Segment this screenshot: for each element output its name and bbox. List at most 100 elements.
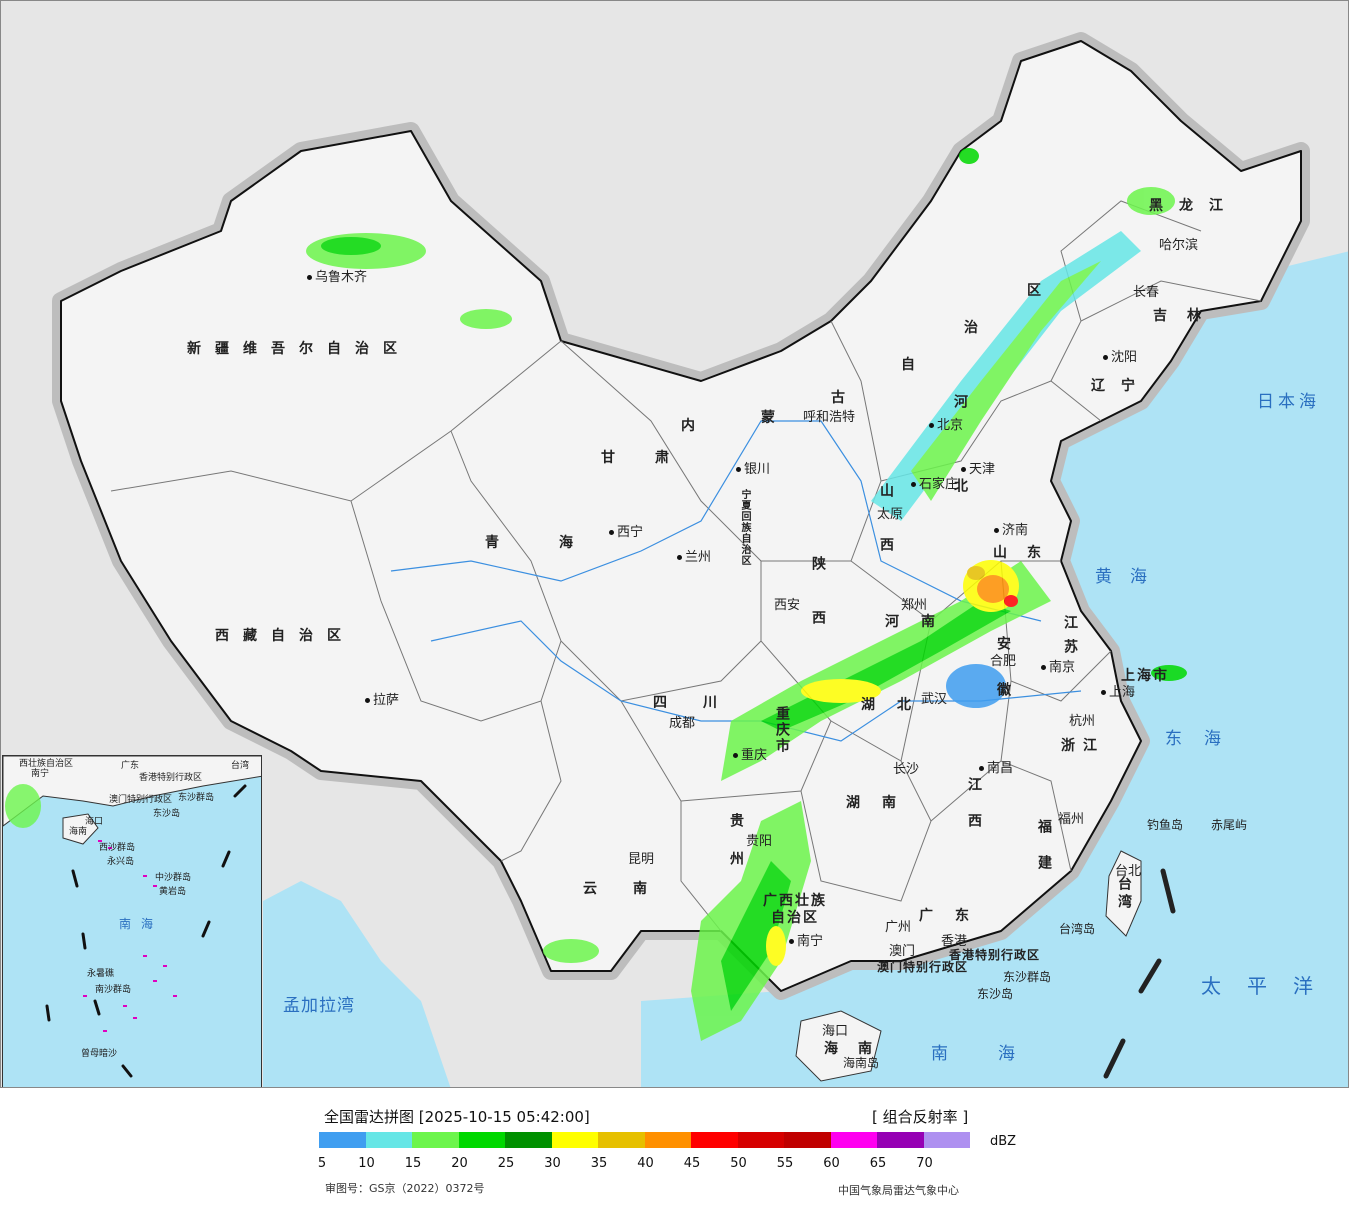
- city-wuhan: 武汉: [921, 692, 948, 707]
- city-harbin: 哈尔滨: [1159, 238, 1199, 253]
- inset-south-sea: 南海: [119, 917, 164, 931]
- province-ningxia: 宁夏回族自治区: [739, 489, 750, 566]
- province-sichuan: 四川: [653, 695, 753, 711]
- scale-swatch: [319, 1132, 366, 1148]
- province-zhejiang: 浙江: [1061, 738, 1105, 754]
- scale-tick-label: 45: [683, 1156, 701, 1171]
- scale-tick-label: 50: [730, 1156, 747, 1171]
- province-xinjiang: 新疆维吾尔自治区: [187, 341, 411, 357]
- inset-dongsha: 东沙群岛: [178, 793, 215, 803]
- inset-nanning: 南宁: [31, 769, 50, 779]
- province-hebei: 河北: [952, 394, 968, 562]
- inset-hainan: [62, 813, 99, 845]
- inset-zengmu: 曾母暗沙: [81, 1049, 118, 1059]
- scale-tick-label: 40: [637, 1156, 654, 1171]
- inset-haikou: 海口: [85, 817, 104, 827]
- province-neimenggu-2: 蒙: [761, 410, 789, 426]
- province-shanghai: 上海市: [1121, 668, 1169, 684]
- province-xizang: 西藏自治区: [215, 628, 355, 644]
- city-nanning: 南宁: [789, 935, 823, 948]
- scale-tick-label: 20: [451, 1156, 468, 1171]
- city-beijing: 北京: [929, 419, 963, 432]
- color-scale-bar: [319, 1132, 970, 1148]
- sea-bengal: 孟加拉湾: [283, 996, 355, 1016]
- radar-echoes: [306, 148, 1187, 1041]
- legend-title: 全国雷达拼图 [2025-10-15 05:42:00]: [324, 1108, 590, 1126]
- sea-yellow: 黄海: [1095, 567, 1165, 587]
- province-henan: 河南: [885, 614, 957, 630]
- inset-taiwan: 台湾: [231, 761, 250, 771]
- legend-panel: 全国雷达拼图 [2025-10-15 05:42:00] [ 组合反射率 ] d…: [0, 1088, 1349, 1208]
- province-guangxi-2: 自治区: [771, 910, 819, 926]
- province-shanxi: 山西: [878, 483, 894, 591]
- bay-of-bengal: [263, 881, 451, 1087]
- inset-zhongsha: 中沙群岛: [155, 873, 192, 883]
- inset-guangdong: 广东: [121, 761, 140, 771]
- city-shanghai: 上海: [1101, 686, 1135, 699]
- city-hefei: 合肥: [990, 654, 1017, 669]
- scale-tick-label: 15: [404, 1156, 422, 1171]
- inset-nansha: 南沙群岛: [95, 985, 132, 995]
- city-lanzhou: 兰州: [677, 551, 711, 564]
- map-review-number: 审图号：GS京（2022）0372号: [325, 1182, 485, 1195]
- city-chengdu: 成都: [669, 716, 696, 731]
- city-guangzhou: 广州: [885, 920, 912, 935]
- province-guangxi-1: 广西壮族: [763, 893, 827, 909]
- province-anhui: 安徽: [995, 636, 1011, 728]
- inset-dongsha-isl: 东沙岛: [153, 809, 181, 819]
- city-jinan: 济南: [994, 524, 1028, 537]
- province-neimenggu-1: 内: [681, 418, 709, 434]
- scale-tick-label: 10: [358, 1156, 375, 1171]
- city-tianjin: 天津: [961, 463, 995, 476]
- province-guangdong: 广东: [919, 908, 991, 924]
- sea-japan: 日本海: [1257, 392, 1320, 412]
- province-taiwan: 台湾: [1116, 876, 1132, 912]
- scale-swatch: [737, 1132, 784, 1148]
- city-guiyang: 贵阳: [746, 834, 773, 849]
- city-chongqing: 重庆: [733, 749, 767, 762]
- province-neimenggu-4: 自: [901, 357, 929, 373]
- island-taiwan: 台湾岛: [1059, 922, 1096, 936]
- inset-guangxi: 西壮族自治区: [19, 759, 74, 769]
- province-guizhou: 贵州: [728, 813, 744, 889]
- province-neimenggu-3: 古: [831, 390, 859, 406]
- scale-tick-label: 30: [544, 1156, 561, 1171]
- city-urumqi: 乌鲁木齐: [307, 271, 367, 284]
- sea-east: 东海: [1165, 729, 1243, 749]
- scale-swatch: [551, 1132, 598, 1148]
- province-chongqing: 重庆市: [774, 706, 790, 754]
- taiwan-island: [1105, 850, 1142, 937]
- city-kunming: 昆明: [628, 852, 655, 867]
- city-changchun: 长春: [1133, 285, 1160, 300]
- province-yunnan: 云南: [583, 881, 683, 897]
- province-jilin: 吉林: [1153, 308, 1221, 324]
- macau-sar-label: 澳门特别行政区: [877, 960, 969, 974]
- province-shaanxi: 陕西: [810, 556, 826, 664]
- city-xian: 西安: [774, 598, 801, 613]
- province-fujian: 福建: [1036, 819, 1052, 891]
- data-source: 中国气象局雷达气象中心: [838, 1184, 959, 1197]
- scale-swatch: [458, 1132, 505, 1148]
- city-nanchang: 南昌: [979, 762, 1013, 775]
- scale-swatch: [505, 1132, 552, 1148]
- province-hubei: 湖北: [861, 697, 933, 713]
- sea-south: 南海: [931, 1044, 1065, 1064]
- city-yinchuan: 银川: [736, 463, 770, 476]
- island-dongsha: 东沙岛: [977, 987, 1014, 1001]
- city-shijiazhuang: 石家庄: [911, 478, 958, 491]
- city-shenyang: 沈阳: [1103, 351, 1137, 364]
- province-gansu: 甘肃: [601, 450, 709, 466]
- city-hangzhou: 杭州: [1069, 714, 1096, 729]
- inset-xisha: 西沙群岛: [99, 843, 136, 853]
- hainan-island: [795, 1010, 882, 1082]
- hk-sar-label: 香港特别行政区: [949, 948, 1041, 962]
- radar-map: 乌鲁木齐 拉萨 西宁 兰州 银川 呼和浩特 北京 天津 石家庄 太原 济南 郑州…: [0, 0, 1349, 1088]
- city-haikou: 海口: [822, 1024, 849, 1039]
- scale-tick-label: 55: [776, 1156, 794, 1171]
- province-neimenggu-6: 区: [1027, 283, 1055, 299]
- scale-swatch: [644, 1132, 691, 1148]
- inset-huangyan: 黄岩岛: [159, 887, 187, 897]
- province-heilongjiang: 黑龙江: [1149, 198, 1239, 214]
- legend-product: [ 组合反射率 ]: [872, 1108, 969, 1126]
- city-lhasa: 拉萨: [365, 694, 399, 707]
